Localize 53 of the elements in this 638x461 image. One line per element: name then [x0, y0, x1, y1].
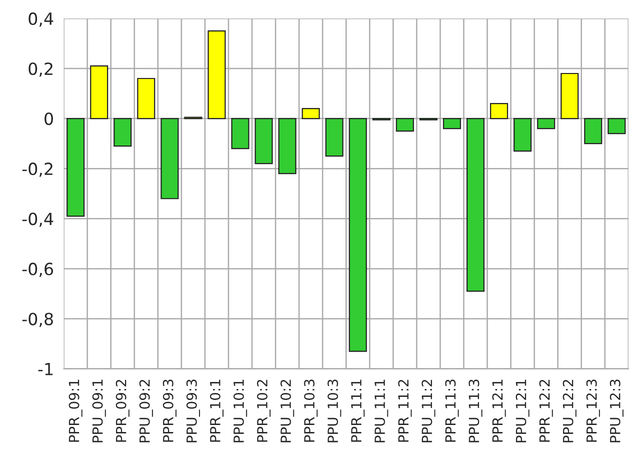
bar: [160, 118, 179, 200]
x-tick-label: PPR_09:2: [116, 380, 130, 442]
x-tick-label: PPU_12:1: [516, 380, 530, 442]
x-tick-label: PPU_09:2: [139, 380, 153, 442]
bar: [608, 118, 626, 134]
x-tick-label: PPU_11:3: [468, 380, 482, 442]
bar: [560, 72, 579, 120]
x-tick-label: PPR_09:1: [68, 380, 82, 442]
bar: [278, 118, 296, 174]
x-tick-label: PPR_11:2: [398, 380, 412, 442]
y-tick-label: -0,6: [22, 262, 54, 277]
x-tick-label: PPR_11:1: [351, 380, 365, 442]
bar: [208, 30, 226, 120]
y-tick-label: 0,2: [28, 62, 52, 77]
bar: [442, 118, 462, 130]
x-tick-label: PPR_12:2: [539, 380, 553, 442]
bar: [254, 118, 273, 164]
y-tick-label: 0: [44, 112, 53, 126]
x-tick-label: PPR_12:1: [492, 380, 506, 442]
x-tick-label: PPU_09:3: [186, 380, 200, 442]
bar: [137, 78, 156, 120]
bar: [348, 118, 367, 352]
bar: [514, 118, 532, 152]
x-tick-label: PPR_10:1: [210, 380, 224, 442]
x-tick-label: PPR_12:3: [586, 380, 600, 442]
bar: [325, 118, 344, 157]
bar: [114, 118, 132, 147]
y-tick-label: 0,4: [28, 12, 54, 27]
bar: [584, 118, 602, 144]
y-tick-label: -0,4: [22, 212, 54, 227]
x-tick-label: PPU_11:1: [374, 380, 388, 442]
y-tick-label: -1: [38, 362, 53, 376]
bar: [66, 118, 85, 217]
bar: [90, 65, 108, 120]
bar: [396, 118, 414, 132]
x-tick-label: PPU_12:3: [610, 380, 624, 442]
bar: [466, 118, 485, 292]
x-tick-label: PPU_09:1: [92, 380, 106, 442]
y-tick-label: -0,8: [22, 312, 53, 328]
bar: [302, 108, 320, 120]
x-tick-label: PPU_10:3: [328, 380, 342, 442]
bar: [537, 118, 556, 130]
x-tick-label: PPR_10:3: [304, 380, 318, 442]
x-tick-label: PPR_11:3: [445, 380, 459, 442]
y-tick-label: -0,2: [22, 162, 52, 177]
x-tick-label: PPR_10:2: [256, 380, 271, 442]
x-tick-label: PPR_09:3: [162, 380, 176, 442]
x-tick-label: PPU_11:2: [422, 380, 436, 442]
x-tick-label: PPU_10:1: [233, 380, 248, 442]
x-tick-label: PPU_10:2: [280, 380, 294, 442]
bar: [231, 118, 250, 150]
bar: [490, 102, 508, 120]
x-tick-label: PPU_12:2: [562, 380, 576, 442]
